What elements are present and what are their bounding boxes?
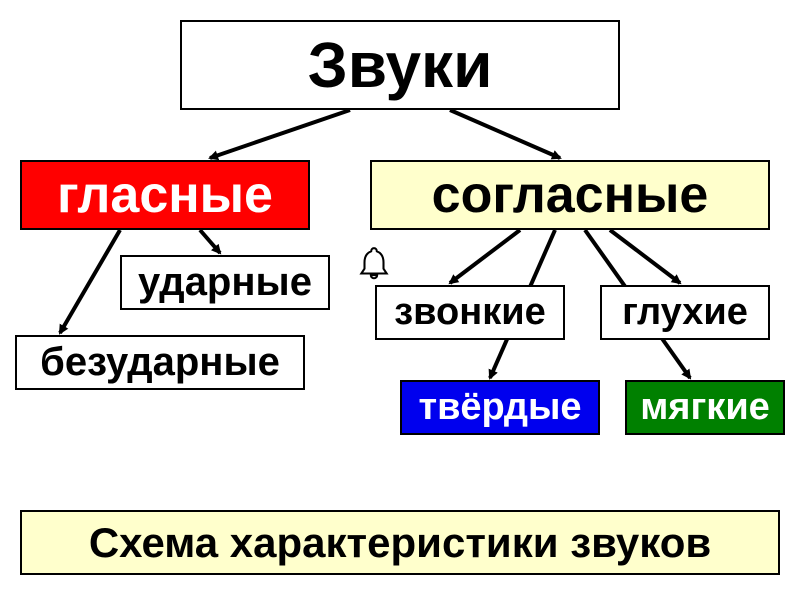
node-consonants-label: согласные [432,165,709,225]
bell-icon [355,245,393,283]
node-stressed-label: ударные [138,260,312,305]
node-hard-label: твёрдые [418,386,581,429]
node-consonants: согласные [370,160,770,230]
node-vowels: гласные [20,160,310,230]
caption: Схема характеристики звуков [20,510,780,575]
caption-label: Схема характеристики звуков [89,519,711,567]
node-soft-label: мягкие [640,386,770,429]
node-soft: мягкие [625,380,785,435]
node-voiceless: глухие [600,285,770,340]
node-stressed: ударные [120,255,330,310]
node-vowels-label: гласные [57,165,273,225]
node-root-label: Звуки [308,28,493,102]
node-unstressed-label: безударные [40,340,280,385]
node-voiced-label: звонкие [394,291,545,334]
node-root: Звуки [180,20,620,110]
node-voiceless-label: глухие [622,291,748,334]
node-hard: твёрдые [400,380,600,435]
node-unstressed: безударные [15,335,305,390]
node-voiced: звонкие [375,285,565,340]
